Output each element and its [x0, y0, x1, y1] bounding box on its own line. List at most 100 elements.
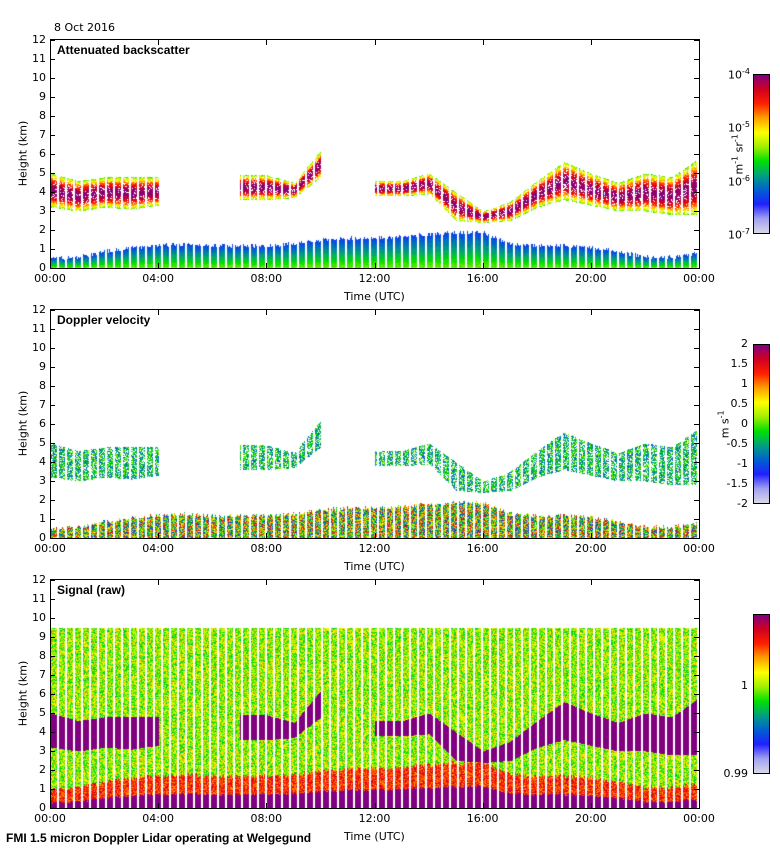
x-tick-label: 12:00	[358, 542, 391, 555]
x-tick-mark-top	[590, 310, 592, 315]
y-tick-mark-right	[694, 538, 699, 539]
y-tick-mark-right	[694, 751, 699, 752]
colorbar-tick-label: 1	[741, 377, 748, 390]
y-tick-mark	[50, 192, 55, 193]
y-tick-mark	[50, 599, 55, 600]
y-tick-mark	[50, 694, 55, 695]
y-tick-mark	[50, 173, 55, 174]
x-tick-mark	[482, 263, 484, 268]
colorbar-tick-label: 0	[741, 417, 748, 430]
y-tick-mark	[50, 618, 55, 619]
y-tick-label: 8	[39, 379, 46, 392]
x-tick-mark	[374, 263, 376, 268]
y-tick-mark-right	[694, 59, 699, 60]
y-tick-label: 7	[39, 668, 46, 681]
x-tick-label: 04:00	[142, 542, 174, 555]
y-tick-mark	[50, 154, 55, 155]
x-tick-label: 00:00	[683, 272, 715, 285]
y-tick-label: 8	[39, 109, 46, 122]
panel-title: Attenuated backscatter	[57, 43, 190, 57]
x-tick-label: 08:00	[250, 812, 283, 825]
x-tick-mark-top	[50, 310, 51, 315]
colorbar-tick-label: -1	[737, 457, 748, 470]
y-tick-mark	[50, 329, 55, 330]
x-tick-label: 20:00	[574, 812, 607, 825]
y-tick-label: 9	[39, 90, 46, 103]
y-tick-mark	[50, 405, 55, 406]
x-axis-label: Time (UTC)	[344, 560, 405, 573]
y-tick-mark	[50, 40, 55, 41]
y-tick-label: 12	[32, 303, 46, 316]
y-tick-label: 7	[39, 398, 46, 411]
y-tick-mark	[50, 462, 55, 463]
y-tick-label: 1	[39, 782, 46, 795]
x-tick-mark	[374, 803, 376, 808]
plot-panel-2: Signal (raw)	[50, 579, 700, 809]
x-tick-mark	[482, 803, 484, 808]
y-tick-mark-right	[694, 230, 699, 231]
y-tick-mark	[50, 116, 55, 117]
x-tick-mark	[374, 533, 376, 538]
y-tick-mark-right	[694, 500, 699, 501]
y-tick-mark-right	[694, 637, 699, 638]
x-tick-mark	[590, 533, 592, 538]
x-tick-mark	[699, 533, 700, 538]
colorbar-tick-label: 10-4	[728, 67, 750, 82]
x-tick-label: 00:00	[34, 272, 66, 285]
y-tick-mark-right	[694, 443, 699, 444]
y-axis-label: Height (km)	[16, 390, 30, 457]
y-tick-label: 11	[32, 592, 46, 605]
x-tick-mark-top	[482, 310, 484, 315]
y-tick-mark	[50, 367, 55, 368]
y-tick-mark-right	[694, 789, 699, 790]
y-tick-label: 6	[39, 687, 46, 700]
x-tick-label: 00:00	[34, 812, 66, 825]
x-tick-mark-top	[374, 310, 376, 315]
x-tick-mark-top	[266, 40, 268, 45]
y-tick-mark-right	[694, 78, 699, 79]
y-tick-mark	[50, 713, 55, 714]
y-tick-mark-right	[694, 154, 699, 155]
y-tick-mark-right	[694, 656, 699, 657]
y-tick-mark	[50, 443, 55, 444]
x-tick-label: 04:00	[142, 812, 174, 825]
x-tick-label: 20:00	[574, 542, 607, 555]
y-tick-mark-right	[694, 192, 699, 193]
x-tick-label: 00:00	[683, 812, 715, 825]
x-tick-mark-top	[50, 40, 51, 45]
y-tick-label: 9	[39, 360, 46, 373]
y-tick-mark	[50, 135, 55, 136]
y-tick-label: 1	[39, 242, 46, 255]
y-tick-label: 3	[39, 744, 46, 757]
y-tick-mark	[50, 424, 55, 425]
y-tick-label: 8	[39, 649, 46, 662]
panel-title: Signal (raw)	[57, 583, 126, 597]
y-tick-label: 0	[39, 261, 46, 274]
y-tick-mark-right	[694, 618, 699, 619]
x-tick-mark	[158, 533, 160, 538]
x-tick-mark	[50, 263, 51, 268]
y-tick-mark	[50, 59, 55, 60]
colorbar-tick-label: 10-5	[728, 120, 750, 135]
colorbar-tick-label: 10-7	[728, 227, 750, 242]
x-tick-mark-top	[158, 40, 160, 45]
heatmap-image	[51, 310, 699, 538]
y-tick-mark-right	[694, 713, 699, 714]
x-tick-label: 12:00	[358, 272, 391, 285]
y-tick-mark	[50, 386, 55, 387]
colorbar-tick-label: -1.5	[726, 477, 748, 490]
x-tick-mark-top	[482, 40, 484, 45]
y-tick-mark	[50, 656, 55, 657]
colorbar-tick-label: -2	[737, 497, 748, 510]
x-tick-mark-top	[266, 580, 268, 585]
y-tick-label: 1	[39, 512, 46, 525]
x-tick-mark	[590, 803, 592, 808]
y-tick-mark	[50, 230, 55, 231]
y-tick-label: 10	[32, 341, 46, 354]
y-tick-mark-right	[694, 424, 699, 425]
y-tick-mark	[50, 211, 55, 212]
y-axis-label: Height (km)	[16, 120, 30, 187]
y-tick-mark	[50, 78, 55, 79]
x-tick-mark-top	[374, 580, 376, 585]
date-label: 8 Oct 2016	[54, 21, 116, 34]
